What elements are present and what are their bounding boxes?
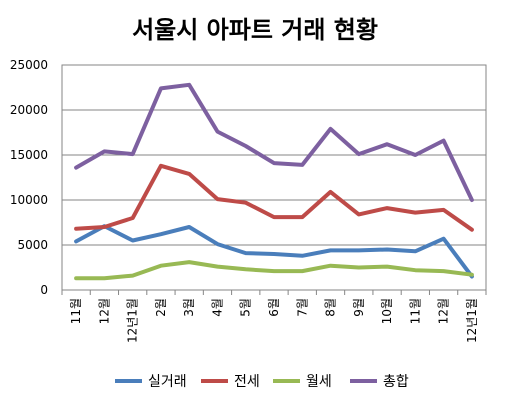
legend-label: 실거래 (148, 374, 187, 390)
y-tick-label: 25000 (10, 58, 48, 72)
legend-label: 월세 (306, 374, 332, 390)
x-axis: 11월 12월 12년1월 2월 3월 4월 5월 6월 7월 8월 9월 10월 11월 12월 12년1… (61, 290, 487, 343)
y-tick-label: 5000 (17, 238, 48, 252)
y-tick-label: 15000 (10, 148, 48, 162)
legend: 실거래 전세 월세 총합 (115, 374, 409, 390)
series-line-2 (74, 260, 474, 281)
x-tick-label: 3월 (182, 298, 196, 317)
y-tick-label: 20000 (10, 103, 48, 117)
grid (61, 64, 487, 291)
x-tick-label: 12년1월 (126, 298, 140, 343)
x-tick-label: 12년1월 (465, 298, 479, 343)
x-tick-label: 2월 (154, 298, 168, 317)
y-axis: 0 5000 10000 15000 20000 25000 (10, 58, 48, 297)
x-tick-label: 4월 (210, 298, 224, 317)
x-tick-label: 12월 (97, 298, 111, 324)
legend-label: 총합 (383, 374, 409, 390)
x-tick-label: 8월 (324, 298, 338, 317)
x-tick-label: 11월 (69, 298, 83, 324)
y-tick-label: 10000 (10, 193, 48, 207)
x-tick-label: 10월 (380, 298, 394, 324)
y-tick-label: 0 (40, 283, 48, 297)
x-tick-label: 6월 (267, 298, 281, 317)
series-line-3 (74, 82, 474, 202)
x-tick-label: 7월 (295, 298, 309, 317)
series-line-1 (74, 163, 474, 232)
x-tick-label: 5월 (239, 298, 253, 317)
x-tick-label: 9월 (352, 298, 366, 317)
series-lines (74, 82, 474, 281)
legend-label: 전세 (234, 374, 260, 390)
plot-border (61, 64, 487, 291)
x-tick-label: 11월 (408, 298, 422, 324)
chart-title: 서울시 아파트 거래 현황 (132, 16, 378, 44)
x-tick-label: 12월 (437, 298, 451, 324)
